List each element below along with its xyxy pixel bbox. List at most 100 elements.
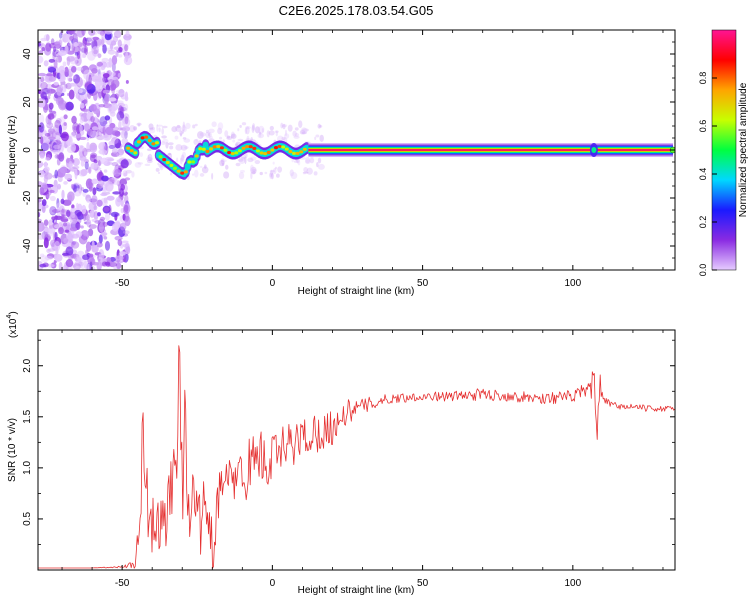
- signal-blob-core: [302, 147, 307, 151]
- spectrogram-image: [38, 30, 675, 270]
- halo-blob: [146, 159, 153, 164]
- noise-blob: [91, 218, 99, 223]
- halo-blob: [230, 133, 237, 139]
- signal-blob-core: [136, 140, 141, 144]
- noise-blob: [101, 57, 109, 63]
- halo-blob: [309, 157, 315, 164]
- halo-blob: [250, 156, 257, 161]
- halo-blob: [131, 171, 135, 178]
- noise-blob: [105, 181, 114, 192]
- halo-blob: [293, 135, 300, 139]
- noise-blob: [124, 211, 130, 222]
- noise-blob: [45, 157, 51, 161]
- halo-blob: [244, 126, 251, 130]
- noise-blob: [59, 69, 65, 81]
- halo-blob: [219, 136, 223, 140]
- noise-blob: [38, 122, 45, 133]
- halo-blob: [293, 160, 299, 163]
- noise-blob: [121, 117, 131, 128]
- noise-blob: [71, 211, 76, 219]
- signal-blob-core: [191, 160, 196, 164]
- signal-blob-core: [227, 150, 232, 155]
- halo-blob: [205, 131, 212, 139]
- signal-blob-core: [273, 146, 278, 150]
- halo-blob: [185, 122, 191, 130]
- noise-blob: [104, 212, 110, 221]
- snr-exponent-prefix: (x10: [8, 318, 19, 338]
- noise-blob: [58, 38, 65, 43]
- halo-blob: [319, 125, 323, 128]
- halo-blob: [223, 171, 230, 179]
- signal-blob-core: [176, 169, 181, 173]
- snr-exponent-label: (x104): [6, 311, 19, 338]
- noise-blob: [121, 240, 129, 244]
- halo-blob: [282, 123, 286, 130]
- signal-blob-core: [248, 145, 253, 149]
- noise-blob: [108, 144, 116, 149]
- noise-blob: [64, 173, 73, 181]
- noise-blob: [43, 219, 49, 226]
- noise-blob: [41, 199, 47, 207]
- noise-blob: [38, 72, 47, 77]
- noise-blob: [53, 215, 63, 220]
- noise-blob: [58, 124, 63, 135]
- noise-blob: [47, 66, 56, 73]
- halo-blob: [250, 171, 253, 180]
- halo-blob: [162, 138, 169, 144]
- halo-blob: [230, 131, 235, 138]
- noise-blob: [81, 30, 86, 36]
- noise-blob: [99, 31, 105, 36]
- noise-blob: [90, 115, 95, 123]
- noise-blob: [48, 102, 54, 110]
- halo-blob: [219, 159, 225, 167]
- noise-blob: [61, 266, 66, 270]
- signal-blob-core: [129, 149, 134, 153]
- noise-blob: [79, 91, 88, 101]
- halo-blob: [249, 164, 254, 173]
- noise-blob: [98, 170, 103, 180]
- noise-blob: [38, 197, 42, 203]
- noise-blob: [71, 115, 77, 124]
- snr-frame: [37, 329, 676, 571]
- noise-blob: [44, 132, 51, 137]
- halo-blob: [247, 157, 254, 163]
- snr-x-label: Height of straight line (km): [298, 585, 415, 596]
- snr-series-line: [38, 345, 675, 569]
- halo-blob: [299, 129, 306, 135]
- halo-blob: [251, 169, 257, 172]
- halo-blob: [174, 135, 179, 140]
- noise-blob: [53, 81, 59, 86]
- signal-blob-core: [169, 163, 174, 167]
- noise-blob: [38, 42, 42, 47]
- halo-blob: [170, 172, 173, 176]
- noise-blob: [98, 93, 102, 99]
- noise-blob: [66, 209, 71, 218]
- noise-blob: [46, 73, 55, 77]
- noise-blob: [45, 191, 50, 200]
- noise-blob: [40, 255, 49, 263]
- halo-blob: [211, 172, 214, 180]
- noise-blob: [86, 141, 90, 151]
- halo-blob: [222, 139, 225, 143]
- noise-blob: [124, 215, 131, 227]
- noise-blob: [108, 97, 117, 102]
- halo-blob: [161, 127, 165, 135]
- halo-blob: [181, 154, 185, 161]
- noise-blob: [96, 134, 105, 141]
- noise-blob: [67, 232, 73, 243]
- noise-blob: [91, 67, 98, 74]
- noise-blob: [104, 62, 111, 68]
- signal-blob-core: [299, 150, 304, 154]
- signal-blob-core: [162, 158, 167, 162]
- signal-blob-core: [201, 147, 206, 151]
- halo-blob: [235, 162, 241, 167]
- noise-blob: [84, 42, 92, 46]
- x-tick-label: 50: [417, 278, 429, 289]
- signal-blob-core: [209, 147, 214, 151]
- halo-blob: [134, 161, 142, 168]
- signal-blob-core: [140, 136, 145, 140]
- halo-blob: [217, 122, 224, 130]
- halo-blob: [208, 138, 215, 143]
- halo-blob: [159, 163, 164, 171]
